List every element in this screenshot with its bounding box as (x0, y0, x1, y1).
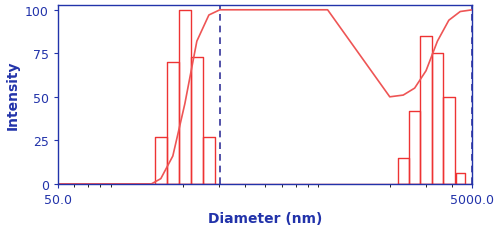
Y-axis label: Intensity: Intensity (6, 60, 20, 129)
X-axis label: Diameter (nm): Diameter (nm) (208, 212, 322, 225)
